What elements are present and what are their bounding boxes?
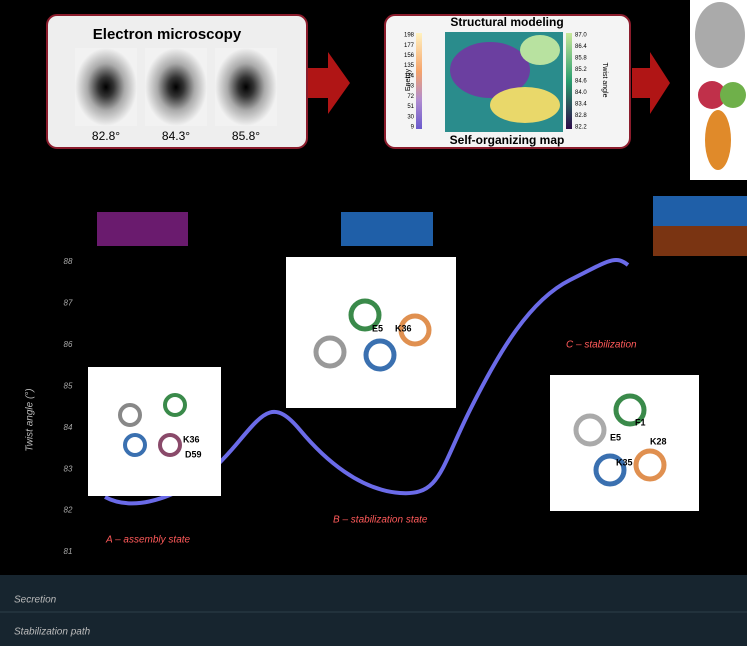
em-angle: 85.8° [232, 129, 260, 143]
state-bar [341, 212, 433, 246]
protein-image [720, 82, 746, 108]
protein-image [695, 2, 745, 68]
em-image [145, 48, 207, 126]
helix [163, 393, 187, 417]
twist-tick: 85.8 [575, 56, 587, 62]
twist-tick: 85.2 [575, 67, 587, 73]
energy-tick: 156 [404, 53, 415, 59]
helix [593, 453, 627, 487]
arrow [632, 52, 670, 114]
energy-tick: 9 [411, 125, 415, 131]
energy-tick: 198 [404, 33, 415, 39]
y-tick-label: 81 [64, 547, 73, 556]
protein-image [698, 81, 726, 109]
inset-a: K36 D59 [88, 367, 221, 496]
helix [348, 298, 382, 332]
twist-tick: 84.6 [575, 79, 587, 85]
twist-label: Twist angle [601, 62, 608, 97]
state-label: B – stabilization state [333, 515, 428, 526]
em-image [215, 48, 277, 126]
y-tick-label: 84 [64, 423, 73, 432]
helix [363, 338, 397, 372]
twist-tick: 84.0 [575, 90, 587, 96]
inset-b: E5 K36 [286, 257, 456, 408]
y-tick-label: 83 [64, 464, 73, 473]
helix [613, 393, 647, 427]
som-map [490, 87, 560, 123]
twist-tick: 82.2 [575, 125, 587, 131]
protein-image [705, 110, 731, 170]
twist-tick: 82.8 [575, 113, 587, 119]
arrow [308, 52, 350, 114]
energy-tick: 30 [407, 114, 414, 120]
twist-tick: 86.4 [575, 44, 587, 50]
footer-row: Stabilization path [14, 627, 91, 638]
energy-tick: 135 [404, 63, 415, 69]
helix [573, 413, 607, 447]
twist-tick: 87.0 [575, 33, 587, 39]
y-axis-label: Twist angle (°) [25, 388, 36, 451]
state-bar [653, 196, 747, 226]
inset-c: F1 E5 K28 K35 [550, 375, 699, 511]
em-title: Electron microscopy [93, 26, 242, 43]
som-map [450, 42, 530, 98]
helix [123, 433, 147, 457]
modeling-title: Structural modeling [450, 15, 563, 29]
residue: K35 [616, 457, 633, 467]
residue: K28 [650, 436, 667, 446]
residue: F1 [635, 417, 646, 427]
y-tick-label: 82 [64, 506, 73, 515]
em-angle: 82.8° [92, 129, 120, 143]
residue: D59 [185, 449, 202, 459]
y-tick-label: 88 [64, 257, 73, 266]
energy-tick: 72 [407, 94, 414, 100]
state-bar [97, 212, 188, 246]
y-tick-label: 87 [64, 299, 73, 308]
energy-tick: 114 [404, 73, 414, 79]
energy-label: Energy [405, 68, 412, 91]
som-map [520, 35, 560, 65]
residue: K36 [183, 434, 200, 444]
footer [0, 575, 747, 646]
twist-colorbar [566, 33, 572, 129]
helix [398, 313, 432, 347]
energy-colorbar [416, 33, 422, 129]
twist-tick: 83.4 [575, 102, 587, 108]
footer-row: Secretion [14, 595, 57, 606]
residue: E5 [372, 323, 383, 333]
em-image [75, 48, 137, 126]
residue: K36 [395, 323, 412, 333]
energy-tick: 51 [407, 104, 414, 110]
state-label: A – assembly state [105, 535, 191, 546]
modeling-subtitle: Self-organizing map [450, 133, 565, 147]
helix [118, 403, 142, 427]
y-tick-label: 86 [64, 340, 73, 349]
helix [158, 433, 182, 457]
residue: E5 [610, 432, 621, 442]
y-tick-label: 85 [64, 381, 73, 390]
state-bar [653, 226, 747, 256]
energy-tick: 93 [407, 84, 414, 90]
em-angle: 84.3° [162, 129, 190, 143]
energy-tick: 177 [404, 43, 415, 49]
helix [633, 448, 667, 482]
state-label: C – stabilization [566, 340, 637, 351]
helix [313, 335, 347, 369]
inset [88, 367, 221, 496]
